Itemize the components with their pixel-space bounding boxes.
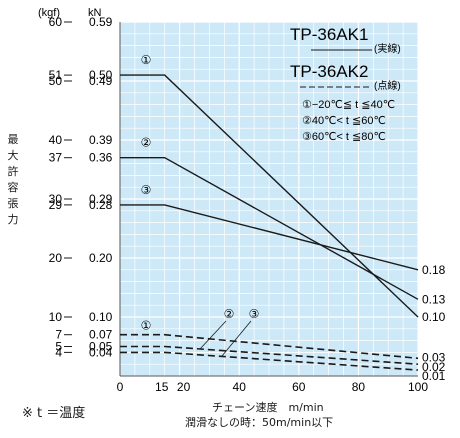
leader-line — [199, 320, 227, 350]
unit-left-label: (kgf) — [38, 7, 60, 19]
unit-right-label: kN — [88, 7, 102, 19]
series-marker-label: ② — [141, 136, 152, 150]
right-end-label: 0.18 — [422, 263, 446, 277]
x-tick-label: 80 — [352, 380, 366, 394]
y-kn-tick-label: 0.05 — [89, 340, 113, 354]
y-kgf-tick-label: 20 — [49, 251, 63, 265]
legend-cond3: ③60℃< t ≦80℃ — [302, 131, 386, 143]
x-axis-title: チェーン速度 m/min — [212, 401, 324, 414]
y-kgf-tick-label: 4 — [55, 345, 62, 359]
y-kn-tick-label: 0.10 — [89, 310, 113, 324]
y-kn-tick-label: 0.07 — [89, 328, 113, 342]
right-end-label: 0.10 — [422, 310, 446, 324]
legend-tp1-style: (実線) — [374, 42, 401, 55]
series-marker-label: ③ — [249, 307, 260, 321]
y-kgf-tick-label: 37 — [49, 151, 63, 165]
series-line-5 — [120, 345, 419, 365]
x-tick-label: 100 — [408, 380, 428, 394]
series-line-2 — [120, 156, 419, 300]
y-kn-tick-label: 0.04 — [89, 345, 113, 359]
series-line-6 — [120, 351, 419, 371]
y-kn-tick-label: 0.20 — [89, 251, 113, 265]
legend-tp1: TP-36AK1 — [290, 25, 368, 44]
series-line-1 — [120, 74, 419, 318]
legend-cond1: ①−20℃≦ t ≦40℃ — [302, 99, 395, 111]
x-tick-label: 15 — [155, 380, 169, 394]
right-end-label: 0.13 — [422, 292, 446, 306]
y-kgf-tick-label: 40 — [49, 133, 63, 147]
x-tick-label: 20 — [177, 380, 191, 394]
axes — [119, 22, 418, 377]
y-kgf-tick-label: 7 — [55, 328, 62, 342]
x-tick-label: 40 — [233, 380, 247, 394]
leader-line — [221, 320, 252, 357]
series-marker-label: ③ — [141, 183, 152, 197]
series-marker-label: ② — [224, 307, 235, 321]
y-kn-tick-label: 0.49 — [89, 74, 113, 88]
y-kn-tick-label: 0.59 — [89, 15, 113, 29]
y-kn-tick-label: 0.36 — [89, 151, 113, 165]
x-axis-subtitle: 潤滑なしの時：50m/min以下 — [185, 416, 334, 429]
legend-tp2-style: (点線) — [374, 79, 401, 92]
legend: TP-36AK1 (実線) TP-36AK2 (点線) ①−20℃≦ t ≦40… — [290, 25, 401, 143]
footnote: ※ t ＝温度 — [22, 406, 86, 421]
y-kn-tick-label: 0.29 — [89, 192, 113, 206]
y-kgf-tick-label: 10 — [49, 310, 63, 324]
y-axis-title: 最大許容張力 — [7, 133, 19, 226]
legend-tp2: TP-36AK2 — [290, 62, 368, 81]
right-end-label: 0.02 — [422, 360, 446, 374]
series-marker-label: ① — [141, 53, 152, 67]
legend-cond2: ②40℃< t ≦60℃ — [302, 115, 386, 127]
x-tick-label: 0 — [117, 380, 124, 394]
x-tick-label: 60 — [292, 380, 306, 394]
right-end-label: 0.03 — [422, 350, 446, 364]
series-marker-label: ① — [141, 319, 152, 333]
y-kgf-tick-label: 29 — [49, 198, 63, 212]
series-group — [120, 74, 419, 371]
y-kgf-tick-label: 50 — [49, 74, 63, 88]
right-end-label: 0.01 — [422, 369, 446, 383]
y-kgf-tick-label: 51 — [49, 68, 63, 82]
y-kn-tick-label: 0.39 — [89, 133, 113, 147]
series-line-4 — [120, 333, 419, 360]
series-line-3 — [120, 204, 419, 271]
y-kgf-tick-label: 30 — [49, 192, 63, 206]
y-kn-tick-label: 0.50 — [89, 68, 113, 82]
y-kgf-tick-label: 5 — [55, 340, 62, 354]
y-kn-tick-label: 0.28 — [89, 198, 113, 212]
y-kgf-tick-label: 60 — [49, 15, 63, 29]
